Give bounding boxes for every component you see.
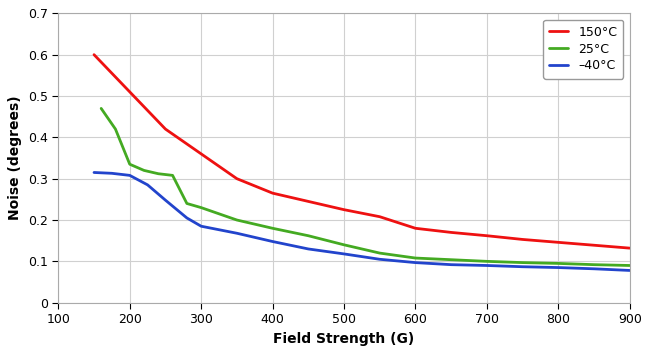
- –40°C: [340, 252, 348, 256]
- –40°C: [411, 261, 419, 265]
- 150°C: [268, 191, 276, 195]
- –40°C: [108, 171, 116, 176]
- 25°C: [126, 162, 134, 166]
- 25°C: [554, 261, 562, 266]
- 150°C: [197, 152, 205, 156]
- 25°C: [411, 256, 419, 260]
- 150°C: [590, 243, 598, 247]
- –40°C: [483, 263, 491, 268]
- 25°C: [197, 205, 205, 210]
- 25°C: [590, 263, 598, 267]
- 150°C: [233, 177, 240, 181]
- Line: 25°C: 25°C: [101, 108, 630, 266]
- –40°C: [268, 239, 276, 244]
- 150°C: [626, 246, 634, 250]
- 150°C: [340, 207, 348, 212]
- –40°C: [233, 231, 240, 235]
- –40°C: [626, 268, 634, 273]
- 150°C: [554, 240, 562, 245]
- 150°C: [483, 234, 491, 238]
- Line: 150°C: 150°C: [94, 55, 630, 248]
- 25°C: [376, 251, 384, 255]
- 150°C: [126, 90, 134, 94]
- –40°C: [554, 266, 562, 270]
- 25°C: [340, 243, 348, 247]
- 25°C: [233, 218, 240, 222]
- Line: –40°C: –40°C: [94, 172, 630, 270]
- 150°C: [90, 52, 98, 57]
- 150°C: [376, 215, 384, 219]
- 150°C: [447, 230, 455, 235]
- 150°C: [304, 199, 312, 204]
- 25°C: [483, 259, 491, 263]
- 25°C: [519, 261, 526, 265]
- 25°C: [268, 226, 276, 230]
- –40°C: [183, 216, 191, 220]
- –40°C: [376, 257, 384, 261]
- 25°C: [626, 263, 634, 268]
- 25°C: [140, 168, 148, 172]
- 150°C: [519, 237, 526, 241]
- –40°C: [162, 198, 170, 202]
- –40°C: [304, 247, 312, 251]
- –40°C: [590, 267, 598, 271]
- –40°C: [519, 264, 526, 269]
- 25°C: [304, 234, 312, 238]
- 25°C: [98, 106, 105, 110]
- Y-axis label: Noise (degrees): Noise (degrees): [8, 96, 22, 220]
- –40°C: [144, 183, 151, 187]
- 25°C: [155, 172, 162, 176]
- –40°C: [126, 173, 134, 177]
- 150°C: [162, 127, 170, 131]
- 25°C: [112, 127, 120, 131]
- 25°C: [447, 258, 455, 262]
- 25°C: [169, 173, 177, 177]
- Legend: 150°C, 25°C, –40°C: 150°C, 25°C, –40°C: [543, 19, 623, 79]
- –40°C: [197, 224, 205, 228]
- –40°C: [90, 170, 98, 175]
- –40°C: [447, 263, 455, 267]
- 25°C: [183, 201, 191, 206]
- 150°C: [411, 226, 419, 230]
- X-axis label: Field Strength (G): Field Strength (G): [274, 332, 415, 346]
